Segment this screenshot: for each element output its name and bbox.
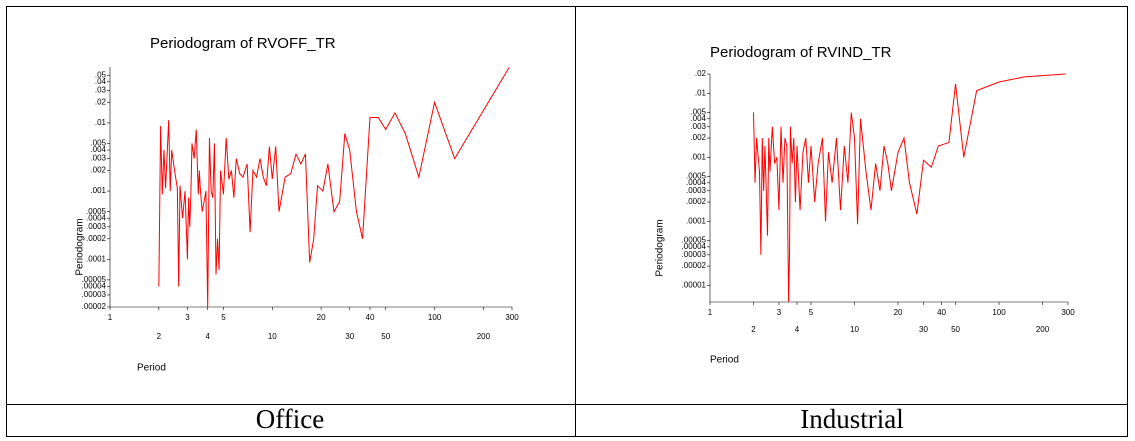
y-tick-label: .004 [690,114,706,123]
caption: Office [256,404,324,434]
y-tick-label: .01 [95,118,107,127]
x-tick-label: 200 [1036,325,1050,334]
x-tick-label: 10 [850,325,859,334]
y-tick-label: .003 [90,154,106,163]
y-tick-label: .03 [95,85,107,94]
y-tick-label: .002 [690,133,706,142]
x-tick-label: 1 [708,308,713,317]
x-tick-label: 20 [894,308,903,317]
y-tick-label: .0004 [86,213,107,222]
y-tick-label: .002 [90,166,106,175]
x-axis-label: Period [710,355,739,366]
y-axis-label: Periodogram [655,219,666,276]
x-tick-label: 3 [777,308,782,317]
x-tick-label: 2 [157,332,162,341]
y-tick-label: .0002 [86,234,107,243]
y-tick-label: .0004 [686,178,707,187]
x-tick-label: 4 [795,325,800,334]
table-border [6,6,1128,437]
x-tick-label: 100 [428,313,442,322]
y-tick-label: .0001 [686,216,707,225]
chart-title: Periodogram of RVOFF_TR [150,35,336,52]
y-tick-label: .00005 [82,275,107,284]
x-tick-label: 4 [205,332,210,341]
x-tick-label: 3 [185,313,190,322]
y-tick-label: .02 [695,69,707,78]
x-tick-label: 50 [951,325,960,334]
x-tick-label: 20 [317,313,326,322]
y-tick-label: .00001 [682,280,707,289]
y-tick-label: .001 [690,152,706,161]
x-tick-label: 300 [505,313,519,322]
y-tick-label: .00002 [82,302,107,311]
y-tick-label: .00003 [82,290,107,299]
y-tick-label: .02 [95,97,107,106]
x-tick-label: 1 [108,313,113,322]
x-tick-label: 10 [268,332,277,341]
y-tick-label: .0003 [686,186,707,195]
data-line [753,73,1066,303]
y-tick-label: .00005 [682,236,707,245]
y-tick-label: .004 [90,145,106,154]
x-tick-label: 40 [937,308,946,317]
y-tick-label: .001 [90,186,106,195]
y-tick-label: .0002 [686,197,707,206]
x-tick-label: 30 [345,332,354,341]
y-tick-label: .0005 [686,172,707,181]
x-tick-label: 30 [919,325,928,334]
x-tick-label: 50 [381,332,390,341]
x-tick-label: 5 [221,313,226,322]
y-tick-label: .05 [95,70,107,79]
x-axis-label: Period [137,363,166,374]
x-tick-label: 300 [1061,308,1075,317]
y-tick-label: .00003 [682,250,707,259]
y-tick-label: .003 [690,122,706,131]
y-tick-label: .04 [95,77,107,86]
y-axis-label: Periodogram [75,218,86,275]
x-tick-label: 200 [477,332,491,341]
y-tick-label: .0001 [86,254,107,263]
caption: Industrial [800,404,903,434]
x-tick-label: 2 [751,325,756,334]
y-tick-label: .01 [695,88,707,97]
y-tick-label: .0005 [86,207,107,216]
y-tick-label: .00004 [682,242,707,251]
data-line [158,67,510,308]
chart-title: Periodogram of RVIND_TR [710,44,892,61]
x-tick-label: 40 [366,313,375,322]
y-tick-label: .00004 [82,282,107,291]
x-tick-label: 5 [809,308,814,317]
y-tick-label: .005 [90,139,106,148]
y-tick-label: .005 [690,108,706,117]
y-tick-label: .00002 [682,261,707,270]
x-tick-label: 100 [992,308,1006,317]
y-tick-label: .0003 [86,222,107,231]
